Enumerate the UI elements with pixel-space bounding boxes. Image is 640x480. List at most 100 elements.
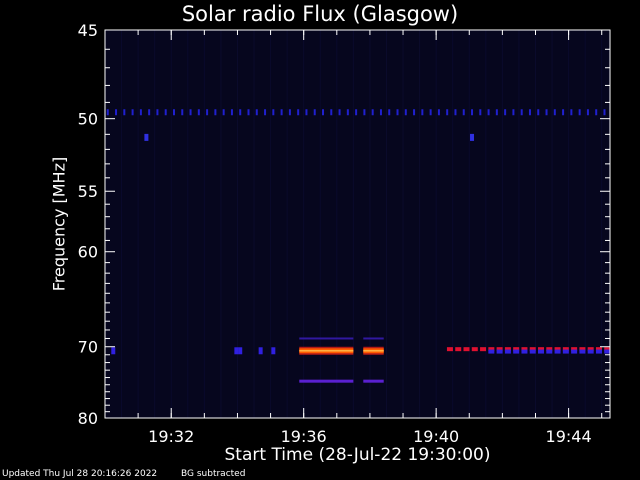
burst-band-core xyxy=(299,349,354,352)
burst-dash xyxy=(529,347,536,352)
burst-dash xyxy=(496,347,503,352)
burst-dash xyxy=(463,347,470,352)
interference-dot xyxy=(230,109,233,116)
interference-dot xyxy=(272,109,275,116)
interference-dot xyxy=(239,109,242,116)
interference-dot xyxy=(313,109,316,116)
interference-dot xyxy=(495,109,498,116)
y-tick-label: 60 xyxy=(78,243,98,262)
interference-dot xyxy=(437,109,440,116)
y-tick-label: 70 xyxy=(78,338,98,357)
interference-dot xyxy=(413,109,416,116)
signal-spot xyxy=(144,133,149,141)
interference-dot xyxy=(156,109,159,116)
interference-dot xyxy=(471,109,474,116)
signal-spot xyxy=(271,347,276,355)
interference-dot xyxy=(131,109,134,116)
burst-dash xyxy=(554,349,561,354)
signal-spot xyxy=(111,347,116,355)
interference-dot xyxy=(264,109,267,116)
burst-dash xyxy=(529,349,536,354)
interference-dot xyxy=(504,109,507,116)
burst-dash xyxy=(571,347,578,352)
interference-dot xyxy=(247,109,250,116)
interference-dot xyxy=(528,109,531,116)
interference-dot xyxy=(545,109,548,116)
interference-dot xyxy=(603,109,606,116)
x-tick-label: 19:40 xyxy=(413,427,459,446)
harmonic-band xyxy=(363,337,384,340)
interference-dot xyxy=(487,109,490,116)
burst-dash xyxy=(513,347,520,352)
x-tick-label: 19:32 xyxy=(148,427,194,446)
interference-dot xyxy=(346,109,349,116)
interference-dot xyxy=(570,109,573,116)
interference-dot xyxy=(297,109,300,116)
interference-dot xyxy=(330,109,333,116)
interference-dot xyxy=(172,109,175,116)
interference-dot xyxy=(595,109,598,116)
signal-spot xyxy=(234,347,239,355)
interference-dot xyxy=(512,109,515,116)
burst-dash xyxy=(488,349,495,354)
burst-dash xyxy=(504,349,511,354)
signal-spot xyxy=(238,347,243,355)
burst-dash xyxy=(471,347,478,352)
burst-band-core xyxy=(363,349,384,352)
harmonic-band xyxy=(299,337,354,340)
burst-dash xyxy=(521,347,528,352)
burst-dash xyxy=(546,347,553,352)
interference-dot xyxy=(537,109,540,116)
interference-dot xyxy=(197,109,200,116)
burst-dash xyxy=(504,347,511,352)
plot-frame xyxy=(104,29,611,419)
interference-dot xyxy=(214,109,217,116)
interference-dot xyxy=(222,109,225,116)
burst-dash xyxy=(446,347,453,352)
interference-dot xyxy=(355,109,358,116)
burst-dash xyxy=(595,349,602,354)
burst-dash xyxy=(496,349,503,354)
x-tick-label: 19:44 xyxy=(546,427,592,446)
burst-dash xyxy=(587,349,594,354)
interference-dot xyxy=(106,109,109,116)
burst-dash xyxy=(562,347,569,352)
interference-dot xyxy=(338,109,341,116)
burst-dash xyxy=(488,347,495,352)
x-axis-label: Start Time (28-Jul-22 19:30:00) xyxy=(224,445,491,465)
updated-timestamp: Updated Thu Jul 28 20:16:26 2022 xyxy=(2,469,158,479)
interference-dot xyxy=(462,109,465,116)
plot-background xyxy=(104,30,610,418)
harmonic-band xyxy=(299,379,354,383)
interference-dot xyxy=(388,109,391,116)
interference-dot xyxy=(396,109,399,116)
burst-dash xyxy=(538,347,545,352)
burst-dash xyxy=(538,349,545,354)
interference-dot xyxy=(123,109,126,116)
burst-dash xyxy=(579,347,586,352)
interference-dot xyxy=(404,109,407,116)
interference-dot xyxy=(164,109,167,116)
spectrogram-marks xyxy=(106,109,611,383)
interference-dot xyxy=(363,109,366,116)
interference-dot xyxy=(206,109,209,116)
interference-dot xyxy=(115,109,118,116)
burst-dash xyxy=(546,349,553,354)
burst-dash xyxy=(562,349,569,354)
bg-subtracted-note: BG subtracted xyxy=(181,469,246,479)
interference-dot xyxy=(586,109,589,116)
interference-dot xyxy=(520,109,523,116)
burst-dash xyxy=(455,347,462,352)
y-tick-label: 80 xyxy=(78,409,98,428)
interference-dot xyxy=(421,109,424,116)
x-tick-label: 19:36 xyxy=(281,427,327,446)
burst-dash xyxy=(579,349,586,354)
signal-spot xyxy=(258,347,263,355)
burst-dash xyxy=(604,349,611,354)
y-tick-label: 55 xyxy=(78,182,98,201)
interference-dot xyxy=(280,109,283,116)
interference-dot xyxy=(446,109,449,116)
y-tick-label: 50 xyxy=(78,110,98,129)
burst-dash xyxy=(571,349,578,354)
